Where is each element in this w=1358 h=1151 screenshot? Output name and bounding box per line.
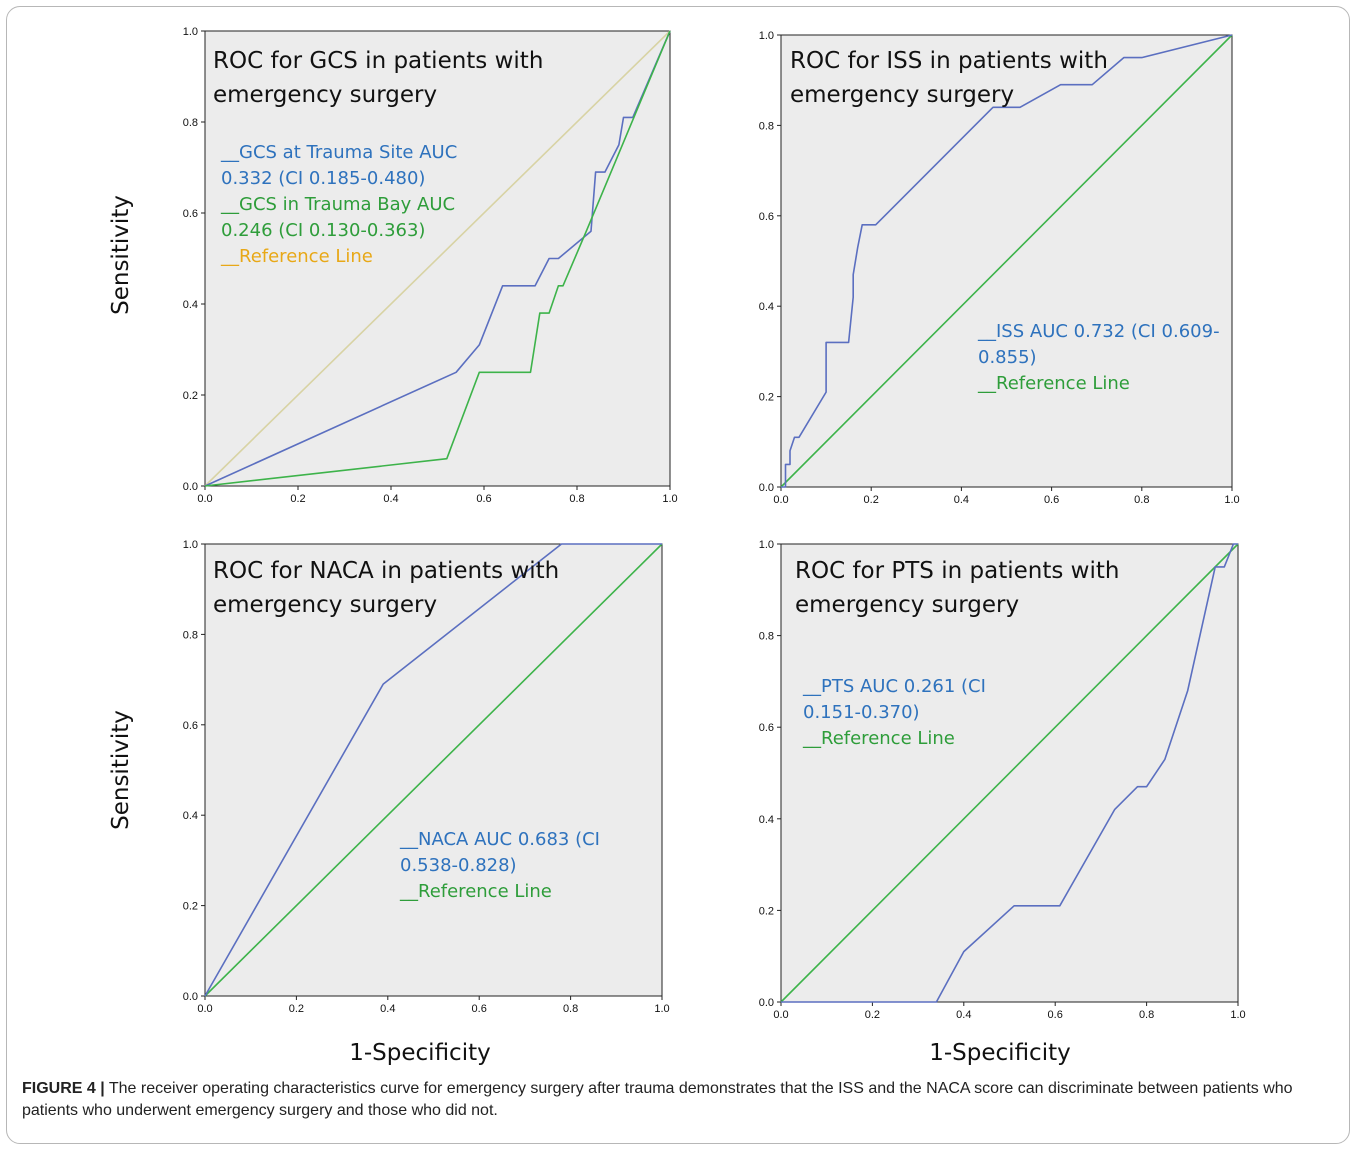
legend-text: __GCS at Trauma Site AUC	[220, 142, 457, 163]
chart-title-line: emergency surgery	[790, 82, 1014, 108]
x-tick-label: 0.4	[383, 493, 398, 505]
y-tick-label: 1.0	[759, 539, 774, 551]
x-tick-label: 1.0	[1230, 1009, 1245, 1021]
x-tick-label: 0.2	[289, 1003, 304, 1015]
x-tick-label: 0.4	[380, 1003, 395, 1015]
figure-caption: FIGURE 4 | The receiver operating charac…	[22, 1078, 1322, 1122]
legend-text: __Reference Line	[399, 881, 552, 902]
x-tick-label: 1.0	[662, 493, 677, 505]
roc-panel: 0.0 0.2 0.4 0.6 0.8 1.0 0.0 0.2 0.4 0.6 0.8 1.0 ROC …	[759, 539, 1246, 1066]
legend-text: 0.246 (CI 0.130-0.363)	[221, 220, 425, 241]
y-axis-label: Sensitivity	[108, 195, 134, 315]
x-tick-label: 0.8	[563, 1003, 578, 1015]
y-tick-label: 0.4	[759, 301, 774, 313]
chart-title-line: emergency surgery	[213, 592, 437, 618]
caption-label: FIGURE 4 |	[22, 1080, 105, 1097]
y-tick-label: 0.6	[759, 722, 774, 734]
y-tick-label: 1.0	[183, 539, 198, 551]
chart-title-line: ROC for ISS in patients with	[790, 48, 1108, 74]
y-tick-label: 0.4	[183, 810, 198, 822]
reference-line	[780, 543, 1239, 1003]
y-tick-label: 0.0	[183, 991, 198, 1003]
roc-curve-naca	[204, 543, 662, 997]
y-tick-label: 0.8	[759, 631, 774, 643]
roc-curve-pts	[781, 543, 1238, 1003]
roc-panel: 0.0 0.2 0.4 0.6 0.8 1.0 0.0 0.2 0.4 0.6 0.8 1.0 ROC …	[108, 539, 670, 1066]
x-tick-label: 0.6	[1044, 494, 1059, 506]
roc-curve-gcs-in-trauma-bay	[204, 30, 671, 487]
chart-title-line: ROC for GCS in patients with	[213, 48, 543, 74]
y-tick-label: 0.0	[759, 482, 774, 494]
figure-4-roc-panels: 0.0 0.2 0.4 0.6 0.8 1.0 0.0 0.2 0.4 0.6 0.8 1.0 ROC …	[108, 26, 1246, 1066]
legend-text: __ISS AUC 0.732 (CI 0.609-	[977, 321, 1220, 342]
y-tick-label: 0.2	[759, 905, 774, 917]
legend-text: 0.151-0.370)	[803, 702, 920, 723]
roc-curve-gcs-at-trauma-site	[204, 30, 671, 487]
y-tick-label: 0.4	[183, 299, 198, 311]
legend-text: __PTS AUC 0.261 (CI	[802, 676, 986, 697]
legend-text: __GCS in Trauma Bay AUC	[220, 194, 455, 215]
legend-text: __NACA AUC 0.683 (CI	[399, 829, 600, 850]
y-tick-label: 0.0	[759, 997, 774, 1009]
y-tick-label: 0.2	[183, 390, 198, 402]
x-tick-label: 0.4	[954, 494, 969, 506]
legend-text: __Reference Line	[977, 373, 1130, 394]
roc-panel: 0.0 0.2 0.4 0.6 0.8 1.0 0.0 0.2 0.4 0.6 0.8 1.0 ROC …	[108, 26, 678, 505]
x-tick-label: 0.0	[773, 494, 788, 506]
reference-line	[780, 34, 1233, 488]
x-tick-label: 0.8	[1139, 1009, 1154, 1021]
y-tick-label: 0.2	[759, 392, 774, 404]
legend-text: 0.538-0.828)	[400, 855, 517, 876]
y-tick-label: 1.0	[183, 26, 198, 38]
y-tick-label: 0.6	[183, 720, 198, 732]
y-tick-label: 0.2	[183, 901, 198, 913]
chart-title-line: ROC for PTS in patients with	[795, 558, 1119, 584]
y-tick-label: 0.6	[759, 211, 774, 223]
x-tick-label: 1.0	[1224, 494, 1239, 506]
y-tick-label: 0.6	[183, 208, 198, 220]
y-tick-label: 0.8	[183, 629, 198, 641]
x-tick-label: 0.2	[290, 493, 305, 505]
x-tick-label: 0.2	[865, 1009, 880, 1021]
x-tick-label: 0.0	[197, 1003, 212, 1015]
x-tick-label: 0.0	[197, 493, 212, 505]
y-tick-label: 0.4	[759, 814, 774, 826]
legend-text: 0.332 (CI 0.185-0.480)	[221, 168, 425, 189]
y-tick-label: 0.8	[183, 117, 198, 129]
x-tick-label: 0.6	[476, 493, 491, 505]
roc-panel: 0.0 0.2 0.4 0.6 0.8 1.0 0.0 0.2 0.4 0.6 0.8 1.0 ROC …	[759, 30, 1240, 506]
reference-line	[204, 543, 663, 997]
x-tick-label: 0.4	[956, 1009, 971, 1021]
roc-curve-iss	[781, 34, 1233, 488]
caption-text: The receiver operating characteristics c…	[22, 1080, 1293, 1119]
x-tick-label: 0.2	[864, 494, 879, 506]
x-axis-label: 1-Specificity	[349, 1040, 490, 1066]
x-axis-label: 1-Specificity	[929, 1040, 1070, 1066]
reference-line	[204, 30, 671, 487]
legend-text: 0.855)	[978, 347, 1037, 368]
x-tick-label: 1.0	[654, 1003, 669, 1015]
y-tick-label: 1.0	[759, 30, 774, 42]
legend-text: __Reference Line	[802, 728, 955, 749]
x-tick-label: 0.8	[1134, 494, 1149, 506]
x-tick-label: 0.8	[569, 493, 584, 505]
legend-text: __Reference Line	[220, 246, 373, 267]
chart-title-line: emergency surgery	[795, 592, 1019, 618]
x-tick-label: 0.6	[472, 1003, 487, 1015]
chart-title-line: emergency surgery	[213, 82, 437, 108]
x-tick-label: 0.0	[773, 1009, 788, 1021]
x-tick-label: 0.6	[1048, 1009, 1063, 1021]
y-tick-label: 0.0	[183, 481, 198, 493]
chart-title-line: ROC for NACA in patients with	[213, 558, 559, 584]
y-tick-label: 0.8	[759, 120, 774, 132]
y-axis-label: Sensitivity	[108, 710, 134, 830]
